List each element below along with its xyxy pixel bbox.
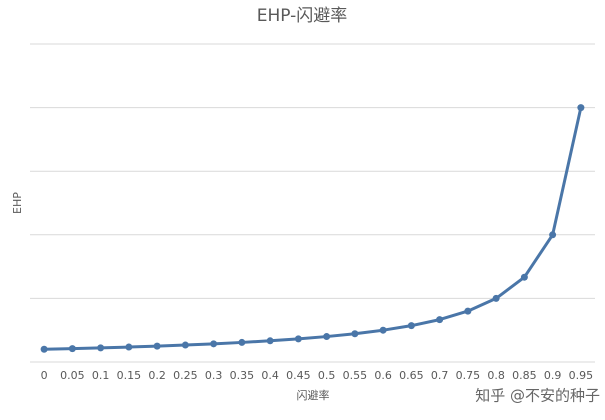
x-tick-label: 0.6 [374, 369, 392, 382]
data-point [238, 338, 246, 346]
x-axis-label: 闪避率 [297, 388, 330, 402]
data-point [492, 294, 500, 302]
data-point [97, 344, 105, 352]
data-point [549, 231, 557, 239]
x-tick-label: 0.2 [148, 369, 166, 382]
x-tick-label: 0.45 [286, 369, 311, 382]
x-tick-label: 0.1 [92, 369, 110, 382]
x-tick-label: 0.95 [569, 369, 594, 382]
data-point [40, 345, 48, 353]
data-point [181, 341, 189, 349]
data-point [68, 345, 76, 353]
chart-title: EHP-闪避率 [257, 6, 348, 26]
data-point [294, 335, 302, 343]
x-tick-label: 0.9 [544, 369, 562, 382]
x-tick-label: 0.55 [343, 369, 368, 382]
x-tick-label: 0.75 [456, 369, 481, 382]
data-point [153, 342, 161, 350]
x-tick-label: 0 [41, 369, 48, 382]
x-tick-label: 0.35 [230, 369, 255, 382]
x-tick-label: 0.65 [399, 369, 424, 382]
x-tick-label: 0.25 [173, 369, 198, 382]
x-tick-label: 0.85 [512, 369, 537, 382]
data-point [266, 337, 274, 345]
watermark: 知乎 @不安的种子 [475, 387, 600, 405]
data-point [351, 330, 359, 338]
data-point [407, 322, 415, 330]
x-tick-label: 0.15 [117, 369, 142, 382]
series-line [44, 107, 583, 351]
x-tick-label: 0.4 [261, 369, 279, 382]
x-tick-label: 0.3 [205, 369, 223, 382]
data-point [464, 307, 472, 315]
x-tick-label: 0.05 [60, 369, 85, 382]
data-point [577, 104, 585, 112]
x-tick-label: 0.8 [487, 369, 505, 382]
data-point [210, 340, 218, 348]
x-tick-label: 0.5 [318, 369, 336, 382]
data-point [379, 326, 387, 334]
data-point [436, 316, 444, 324]
x-tick-label: 0.7 [431, 369, 449, 382]
data-point [520, 273, 528, 281]
y-axis-label: EHP [11, 192, 24, 214]
data-point [125, 343, 133, 351]
data-point [323, 333, 331, 341]
